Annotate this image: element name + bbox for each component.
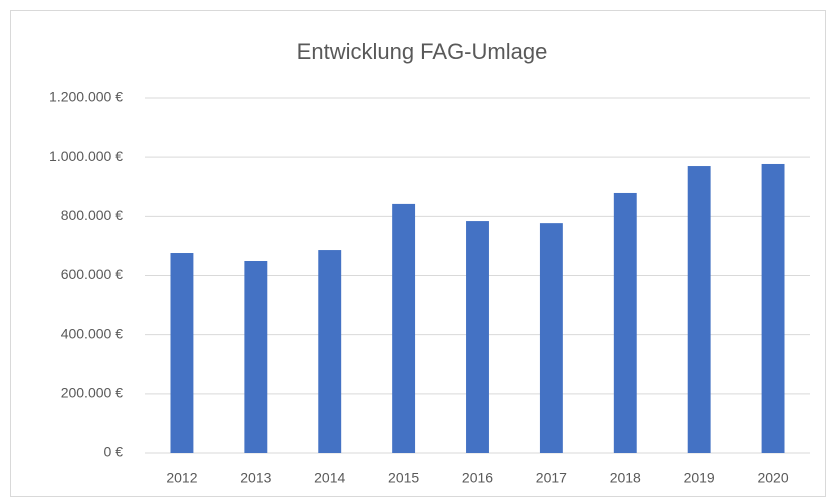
y-tick-label: 600.000 € bbox=[61, 266, 123, 282]
x-tick-label: 2014 bbox=[314, 470, 345, 486]
bar bbox=[539, 223, 563, 453]
bar bbox=[687, 166, 711, 453]
y-tick-label: 0 € bbox=[104, 444, 124, 460]
y-tick-label: 800.000 € bbox=[61, 207, 123, 223]
x-tick-label: 2016 bbox=[462, 470, 493, 486]
x-tick-label: 2019 bbox=[684, 470, 715, 486]
x-tick-label: 2012 bbox=[166, 470, 197, 486]
x-tick-label: 2013 bbox=[240, 470, 271, 486]
bar bbox=[170, 253, 194, 453]
bar bbox=[318, 250, 342, 453]
x-tick-label: 2018 bbox=[610, 470, 641, 486]
y-tick-label: 1.200.000 € bbox=[49, 89, 123, 105]
bar bbox=[392, 203, 416, 453]
bar bbox=[613, 192, 637, 453]
y-tick-label: 200.000 € bbox=[61, 385, 123, 401]
chart-title: Entwicklung FAG-Umlage bbox=[297, 39, 548, 64]
y-tick-label: 1.000.000 € bbox=[49, 148, 123, 164]
bar bbox=[466, 221, 489, 453]
x-tick-label: 2020 bbox=[757, 470, 788, 486]
x-tick-label: 2015 bbox=[388, 470, 419, 486]
y-tick-label: 400.000 € bbox=[61, 325, 123, 341]
bar bbox=[761, 163, 785, 454]
x-tick-label: 2017 bbox=[536, 470, 567, 486]
bar bbox=[244, 261, 268, 453]
